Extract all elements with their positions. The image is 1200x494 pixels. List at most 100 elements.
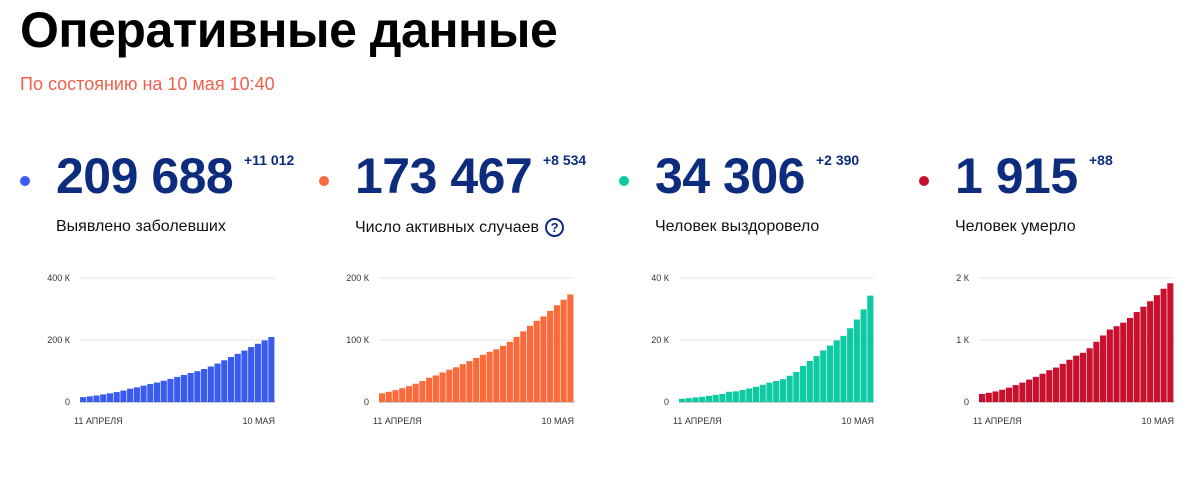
recovered-xtick-start: 11 АПРЕЛЯ — [673, 416, 722, 426]
infected-ytick-label: 200 К — [47, 335, 71, 345]
infected-bar — [167, 378, 174, 402]
recovered-bar — [860, 309, 867, 402]
active-bar — [419, 381, 426, 402]
active-bar — [432, 375, 439, 402]
infected-ytick-label: 400 К — [47, 273, 71, 283]
active-ytick-label: 100 К — [346, 335, 370, 345]
infected-bar — [187, 373, 194, 402]
active-bar — [526, 325, 534, 402]
recovered-bar — [779, 379, 786, 402]
recovered-bar — [806, 361, 813, 402]
infected-bar — [254, 343, 261, 402]
infected-bar — [261, 340, 268, 402]
recovered-bar — [800, 365, 807, 402]
infected-bar — [86, 396, 93, 402]
recovered-ytick-label: 0 — [664, 397, 669, 407]
active-xtick-end: 10 МАЯ — [541, 416, 574, 426]
active-bar — [547, 310, 554, 402]
infected-bar — [140, 385, 147, 402]
infected-bar — [180, 374, 187, 402]
deaths-bar — [1005, 387, 1013, 402]
help-icon[interactable]: ? — [545, 218, 565, 237]
active-bar — [473, 357, 480, 402]
deaths-bar — [1113, 326, 1120, 402]
update-timestamp: По состоянию на 10 мая 10:40 — [20, 74, 275, 94]
deaths-bar — [1100, 335, 1107, 402]
deaths-bar — [1160, 288, 1167, 402]
deaths-bar — [1153, 295, 1160, 402]
active-bar — [446, 369, 453, 402]
active-bar — [426, 377, 433, 402]
deaths-bar — [999, 389, 1006, 402]
infected-bar — [214, 363, 221, 402]
deaths-delta: +88 — [1089, 152, 1113, 168]
page-title: Оперативные данные — [20, 2, 558, 58]
deaths-bar — [1019, 382, 1026, 402]
deaths-bar — [1147, 301, 1154, 402]
active-bar — [520, 331, 527, 402]
recovered-bar — [786, 375, 793, 402]
deaths-bar — [1167, 283, 1174, 402]
deaths-bar — [1133, 312, 1140, 402]
infected-bar — [221, 360, 228, 402]
card-recovered: 34 306 +2 390 Человек выздоровело 0 20 К 4… — [619, 140, 909, 440]
infected-bar — [147, 384, 154, 402]
active-bar — [567, 294, 574, 402]
active-label-text: Число активных случаев — [355, 218, 540, 236]
deaths-bar — [1032, 376, 1039, 402]
active-bar — [493, 349, 500, 402]
recovered-bar — [739, 389, 746, 402]
deaths-count: 1 915 — [955, 148, 1078, 204]
deaths-bar — [1140, 306, 1147, 402]
infected-xtick-end: 10 МАЯ — [242, 416, 275, 426]
recovered-bar — [685, 398, 692, 402]
recovered-bar — [726, 391, 733, 402]
infected-bar — [127, 388, 134, 402]
active-ytick-label: 0 — [364, 397, 369, 407]
active-bar — [466, 361, 473, 402]
deaths-bar — [1120, 322, 1127, 402]
red-dot-icon — [919, 176, 929, 186]
recovered-bar — [826, 345, 834, 402]
deaths-bar — [1039, 373, 1046, 402]
infected-bar — [227, 356, 235, 402]
recovered-chart: 0 20 К 40 К 11 АПРЕЛЯ 10 МАЯ — [651, 273, 874, 426]
recovered-ytick-label: 20 К — [651, 335, 670, 345]
deaths-bar — [1026, 379, 1033, 402]
recovered-bar — [867, 295, 874, 402]
active-bar — [412, 383, 419, 402]
infected-bar — [133, 387, 140, 402]
deaths-ytick-label: 1 К — [956, 335, 970, 345]
infected-bar — [174, 376, 181, 402]
active-bar — [486, 351, 493, 402]
recovered-bar — [746, 388, 753, 402]
recovered-bar — [766, 382, 773, 403]
recovered-bar — [752, 386, 760, 402]
infected-bar — [248, 347, 255, 402]
active-count: 173 467 — [355, 148, 533, 204]
active-bar — [399, 388, 406, 402]
recovered-bar — [833, 340, 840, 402]
deaths-bar — [1046, 370, 1053, 402]
active-bar — [553, 305, 560, 402]
recovered-bar — [732, 391, 739, 402]
active-bar — [540, 316, 547, 402]
deaths-bar — [1086, 348, 1093, 402]
blue-dot-icon — [20, 176, 30, 186]
active-chart: 0 100 К 200 К 11 АПРЕЛЯ 10 МАЯ — [346, 273, 574, 426]
deaths-bar — [1079, 352, 1086, 402]
infected-bar — [207, 366, 214, 402]
active-bar — [459, 364, 466, 402]
recovered-label-text: Человек выздоровело — [655, 218, 820, 235]
infected-bar — [120, 390, 127, 402]
active-bar — [379, 393, 386, 402]
infected-bar — [194, 371, 201, 402]
recovered-bar — [692, 397, 699, 402]
infected-bar — [113, 392, 120, 402]
infected-bar — [160, 380, 167, 402]
infected-bar — [106, 393, 114, 402]
deaths-label: Человек умерло — [955, 218, 1076, 236]
recovered-count: 34 306 — [655, 148, 805, 204]
active-bar — [405, 386, 413, 402]
orange-dot-icon — [319, 176, 329, 186]
